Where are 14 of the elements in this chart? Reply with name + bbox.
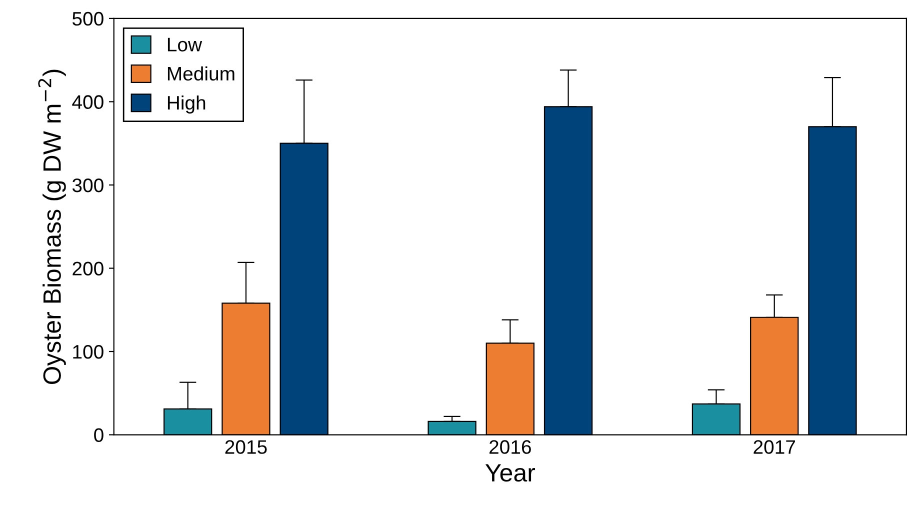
legend-label: Low xyxy=(168,38,202,52)
y-tick-label: 300 xyxy=(72,178,104,192)
y-tick-label: 100 xyxy=(73,344,104,359)
x-axis-title: Year xyxy=(485,464,536,482)
x-tick-label: 2015 xyxy=(225,440,267,454)
y-tick-label: 500 xyxy=(72,12,104,26)
legend-label: Medium xyxy=(168,66,234,81)
y-tick-label: 400 xyxy=(72,95,104,109)
x-tick-label: 2016 xyxy=(490,440,531,454)
legend-label: High xyxy=(168,95,206,114)
y-tick-label: 0 xyxy=(94,428,104,442)
x-tick-label: 2017 xyxy=(754,440,796,454)
y-axis-title: Oyster Biomass (g DW m$^{−2}$) xyxy=(38,70,66,384)
y-tick-label: 200 xyxy=(72,262,104,276)
